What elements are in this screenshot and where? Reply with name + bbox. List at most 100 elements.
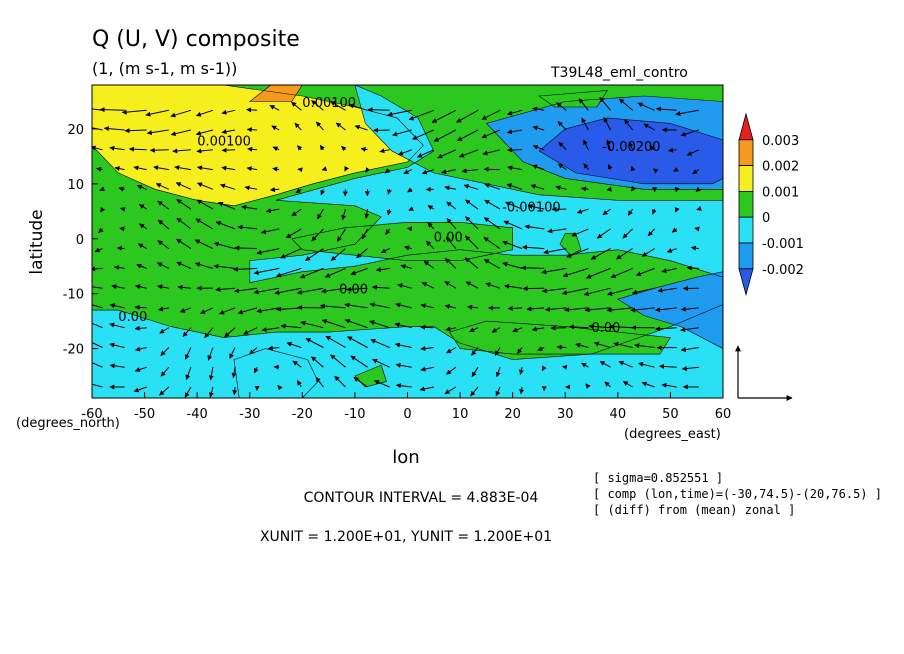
wind-vector-304: [526, 306, 545, 312]
wind-vector-187: [356, 248, 368, 259]
wind-vector-131: [272, 166, 280, 172]
wind-vector-195: [373, 380, 390, 388]
wind-vector-83: [195, 218, 214, 230]
wind-vector-168: [321, 319, 346, 329]
contour-region-1: [249, 85, 303, 102]
wind-vector-191: [365, 167, 371, 173]
wind-vector-112: [234, 245, 258, 251]
wind-vector-308: [524, 224, 545, 230]
wind-vector-201: [375, 267, 390, 273]
contour-line-10: [449, 320, 671, 355]
wind-vector-219: [408, 206, 414, 211]
wind-vector-393: [655, 326, 677, 332]
wind-vector-379: [630, 307, 655, 313]
wind-vector-356: [607, 164, 613, 170]
wind-vector-406: [681, 366, 699, 371]
wind-vector-37: [137, 243, 147, 250]
wind-vector-418: [680, 129, 699, 137]
wind-vector-231: [423, 260, 435, 269]
y-unit-note: (degrees_north): [16, 416, 120, 431]
wind-vector-400: [674, 186, 680, 193]
wind-vector-316: [562, 364, 568, 370]
wind-vector-285: [519, 386, 525, 395]
wind-vector-62: [184, 347, 192, 360]
wind-vector-164: [311, 100, 324, 111]
wind-vector-396: [661, 267, 677, 274]
contour-label-7: 0.00100: [302, 96, 356, 111]
wind-vector-123: [261, 327, 280, 333]
wind-vector-314: [532, 106, 545, 112]
wind-vector-192: [360, 146, 368, 152]
wind-vector-205: [387, 189, 392, 195]
wind-vector-107: [249, 347, 258, 355]
wind-vector-351: [585, 267, 611, 279]
wind-vector-241: [445, 366, 457, 375]
wind-vector-171: [324, 267, 346, 278]
colorbar-segment-0: [738, 112, 754, 141]
wind-vector-139: [276, 306, 302, 312]
x-tick-label-5: -10: [344, 407, 365, 422]
wind-vector-79: [200, 307, 214, 314]
wind-vector-414: [696, 206, 702, 211]
wind-vector-28: [103, 126, 125, 132]
wind-vector-40: [136, 184, 147, 190]
wind-vector-278: [483, 217, 501, 230]
wind-vector-254: [431, 109, 457, 123]
wind-vector-289: [507, 305, 523, 311]
wind-vector-53: [157, 219, 170, 230]
wind-vector-417: [686, 149, 700, 156]
chart-title: Q (U, V) composite: [92, 27, 300, 52]
wind-vector-181: [350, 355, 368, 368]
wind-vector-122: [267, 345, 280, 351]
wind-vector-74: [170, 109, 192, 118]
wind-vector-368: [622, 228, 633, 239]
wind-vector-359: [599, 97, 611, 111]
wind-vector-147: [297, 145, 303, 151]
wind-vector-344: [578, 98, 589, 111]
wind-vector-18: [109, 322, 125, 329]
wind-vector-286: [518, 367, 524, 375]
wind-vector-70: [175, 182, 192, 190]
wind-vector-249: [446, 201, 457, 210]
wind-vector-82: [194, 239, 214, 250]
wind-vector-27: [109, 145, 125, 151]
wind-vector-380: [631, 287, 655, 295]
wind-vector-372: [628, 141, 634, 151]
x-tick-label-12: 60: [715, 407, 732, 422]
contour-line-1: [248, 85, 303, 102]
wind-vector-251: [441, 169, 457, 175]
colorbar-segment-3: [738, 190, 754, 218]
wind-vector-367: [616, 248, 633, 260]
colorbar-label-0: 0.003: [762, 134, 799, 149]
x-tick-label-6: 0: [403, 407, 411, 422]
wind-vector-223: [392, 129, 412, 137]
wind-vector-389: [637, 102, 655, 111]
wind-vector-398: [671, 227, 678, 233]
wind-vector-282: [482, 149, 501, 156]
wind-vector-144: [291, 208, 302, 217]
wind-vector-307: [522, 244, 545, 250]
wind-vector-332: [575, 342, 589, 348]
wind-vector-228: [420, 324, 434, 330]
wind-vector-66: [176, 261, 192, 269]
wind-vector-46: [160, 366, 170, 377]
wind-vector-360: [622, 380, 633, 388]
contour-interval: CONTOUR INTERVAL = 4.883E-04: [304, 490, 539, 506]
colorbar-label-4: -0.001: [762, 237, 804, 252]
x-tick-label-10: 40: [610, 407, 627, 422]
wind-vector-109: [237, 307, 258, 315]
wind-vector-142: [280, 248, 302, 259]
wind-vector-317: [556, 344, 567, 350]
wind-vector-65: [177, 284, 191, 290]
wind-vector-203: [385, 228, 391, 235]
wind-vector-218: [407, 226, 413, 232]
wind-vector-358: [603, 116, 611, 131]
wind-vector-17: [109, 342, 125, 348]
wind-vector-148: [294, 122, 302, 131]
wind-vector-2: [92, 342, 103, 348]
wind-vector-4: [92, 304, 103, 309]
wind-vector-244: [444, 304, 456, 310]
wind-vector-290: [504, 283, 523, 289]
y-tick-label-1: -10: [63, 288, 84, 303]
